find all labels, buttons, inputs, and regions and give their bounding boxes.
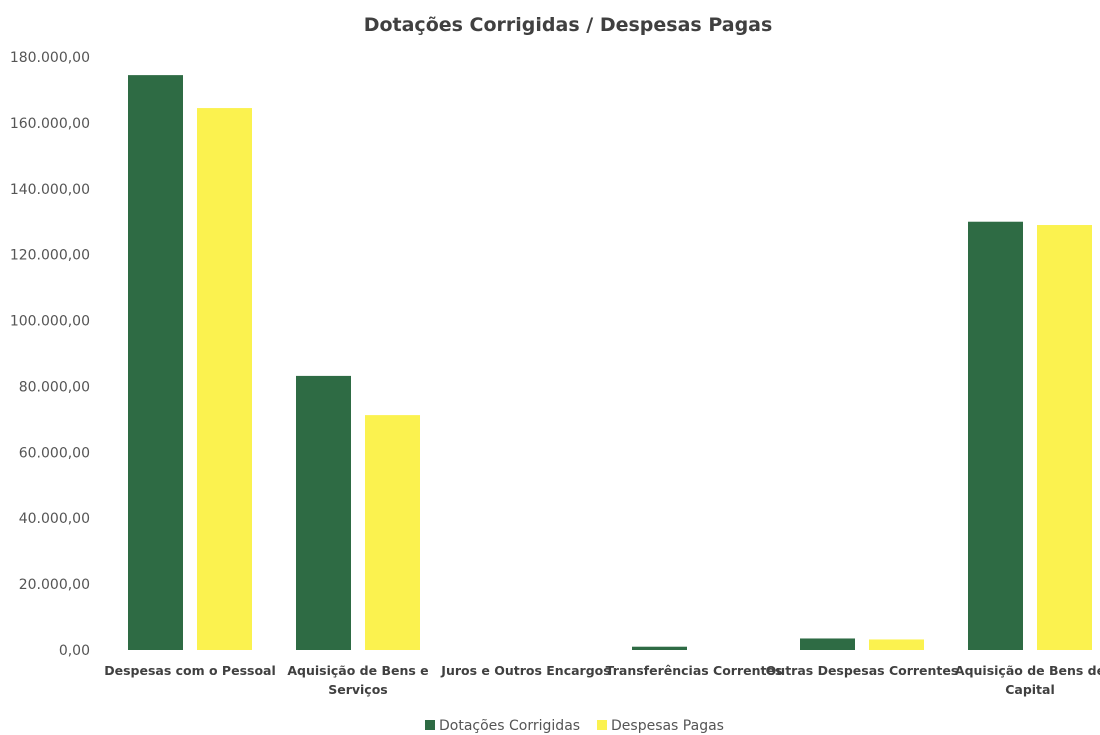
y-tick-label: 80.000,00 [19, 379, 90, 395]
legend-label: Despesas Pagas [611, 718, 724, 734]
x-tick-label: Aquisição de Bens e Serviços [287, 663, 428, 697]
x-tick-label: Transferências Correntes [606, 663, 783, 678]
bar-despesas-0 [197, 108, 252, 650]
y-tick-label: 40.000,00 [19, 511, 90, 527]
x-tick-label: Juros e Outros Encargos [440, 663, 610, 678]
bar-dotacoes-1 [296, 375, 351, 650]
y-tick-label: 180.000,00 [10, 50, 90, 66]
legend-swatch [597, 720, 607, 730]
bar-dotacoes-4 [800, 638, 855, 650]
y-tick-label: 100.000,00 [10, 314, 90, 330]
bar-despesas-4 [869, 639, 924, 650]
y-tick-label: 140.000,00 [10, 182, 90, 198]
legend: Dotações Corrigidas Despesas Pagas [425, 718, 724, 734]
y-tick-label: 60.000,00 [19, 445, 90, 461]
chart-title: Dotações Corrigidas / Despesas Pagas [364, 14, 773, 36]
y-tick-label: 120.000,00 [10, 248, 90, 264]
legend-label: Dotações Corrigidas [439, 718, 580, 734]
bar-dotacoes-0 [128, 75, 183, 650]
bars [128, 75, 1092, 650]
legend-swatch [425, 720, 435, 730]
x-tick-label: Despesas com o Pessoal [104, 663, 276, 678]
x-tick-label: Outras Despesas Correntes [766, 663, 959, 678]
bar-despesas-5 [1037, 225, 1092, 650]
x-tick-label: Aquisição de Bens de Capital [955, 663, 1100, 697]
y-tick-label: 160.000,00 [10, 116, 90, 132]
y-axis: 0,00 20.000,00 40.000,00 60.000,00 80.000,00… [10, 50, 90, 659]
bar-dotacoes-5 [968, 221, 1023, 650]
bar-despesas-1 [365, 415, 420, 650]
y-tick-label: 0,00 [59, 643, 90, 659]
x-axis: Despesas com o Pessoal Aquisição de Bens … [104, 663, 1100, 697]
y-tick-label: 20.000,00 [19, 577, 90, 593]
bar-dotacoes-3 [632, 646, 687, 650]
